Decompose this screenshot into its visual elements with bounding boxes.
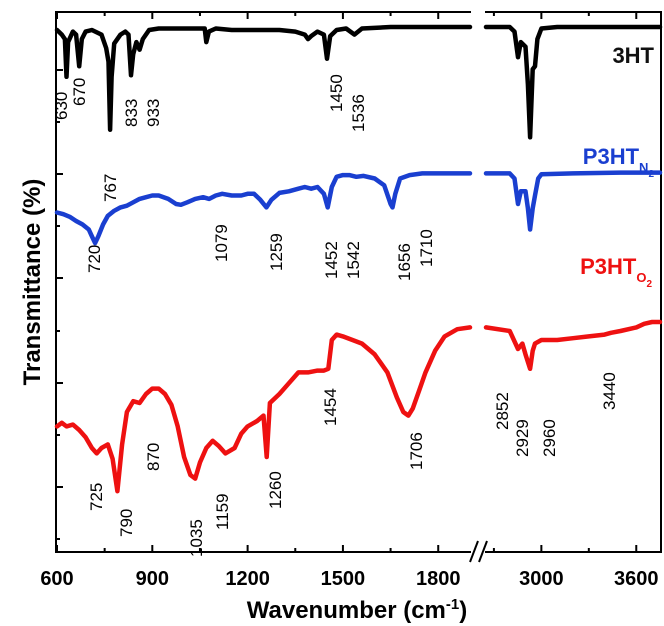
peak-label: 2929: [513, 419, 532, 457]
peak-label: 1260: [266, 471, 285, 509]
x-tick-label: 1500: [321, 568, 366, 590]
peak-label: 1542: [344, 241, 363, 279]
peak-label: 2960: [540, 419, 559, 457]
series-line-2-low: [54, 325, 473, 494]
peak-label: 1710: [417, 229, 436, 267]
peak-label: 1656: [395, 243, 414, 281]
x-tick-label: 3600: [614, 568, 659, 590]
peak-label: 870: [144, 443, 163, 471]
series-name-label: P3HTN2: [583, 144, 655, 180]
axis-break-mark: [469, 540, 479, 563]
peak-label: 1706: [407, 432, 426, 470]
series-name-label: 3HT: [612, 43, 654, 68]
peak-label: 670: [70, 78, 89, 106]
peak-label: 1452: [322, 241, 341, 279]
peak-label: 720: [85, 245, 104, 273]
peak-label: 1159: [213, 493, 232, 530]
x-tick-label: 1800: [416, 568, 461, 590]
series-line-2-high: [483, 319, 663, 372]
x-tick-label: 900: [136, 568, 169, 590]
series-line-0-high: [483, 24, 663, 140]
peak-label: 833: [122, 99, 141, 127]
plot-frame: [55, 11, 662, 553]
peak-label: 1035: [187, 519, 206, 557]
series-names: 3HT P3HTN2 P3HTO2: [580, 43, 654, 290]
axis-break-gap-top: [471, 8, 485, 16]
x-axis-title: Wavenumber (cm-1): [247, 596, 468, 624]
peak-label: 1536: [349, 94, 368, 132]
peak-label: 790: [117, 509, 136, 537]
series-line-1-high: [483, 170, 663, 232]
peak-label: 3440: [600, 372, 619, 410]
axis-break: [469, 8, 488, 563]
peak-label: 1450: [327, 74, 346, 112]
peak-label: 1079: [212, 224, 231, 262]
peak-label: 1259: [267, 233, 286, 271]
peak-label: 630: [52, 92, 71, 120]
x-tick-label: 3000: [519, 568, 564, 590]
series-line-1-low: [54, 171, 473, 246]
y-axis-title: Transmittance (%): [19, 179, 46, 386]
peak-label: 725: [87, 483, 106, 511]
x-tick-label: 600: [40, 568, 73, 590]
series-name-label: P3HTO2: [580, 254, 652, 290]
peak-label: 767: [101, 174, 120, 202]
axis-break-mark: [478, 540, 488, 563]
peak-label: 933: [144, 99, 163, 127]
peak-label: 1454: [321, 388, 340, 426]
x-tick-label: 1200: [225, 568, 270, 590]
x-tick-labels: 600 900 1200 1500 1800 3000 3600: [40, 568, 658, 590]
series-line-0-low: [54, 24, 473, 132]
tick-marks: [56, 12, 638, 552]
series-layer: [54, 24, 663, 494]
peak-label: 2852: [493, 392, 512, 430]
